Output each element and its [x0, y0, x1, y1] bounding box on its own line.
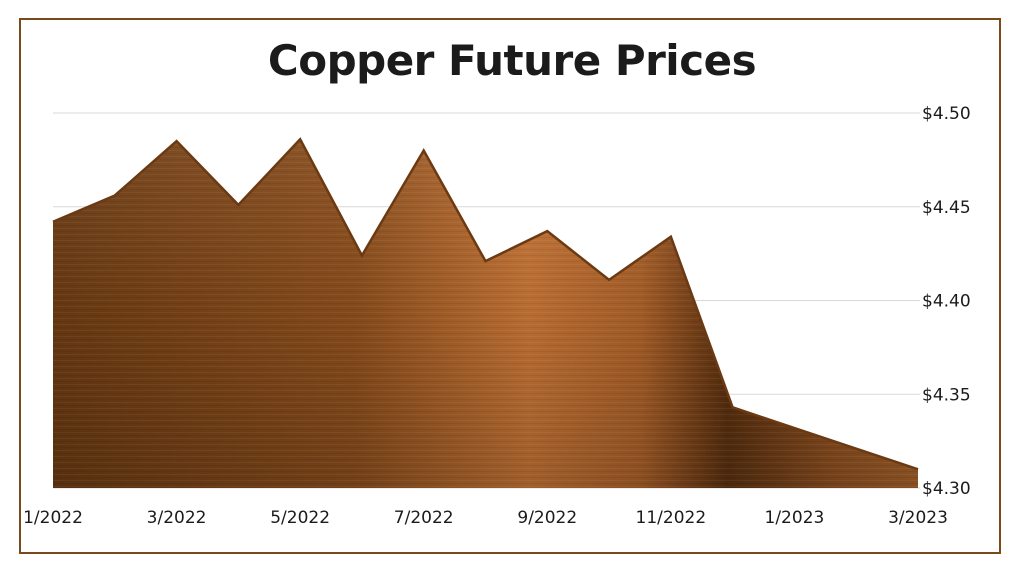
data-point: [915, 466, 921, 472]
y-tick-label: $4.40: [922, 292, 971, 312]
data-point: [359, 253, 365, 259]
data-point: [730, 404, 736, 410]
data-point: [112, 193, 118, 199]
data-point: [297, 136, 303, 142]
y-tick-label: $4.35: [922, 385, 971, 405]
data-point: [235, 202, 241, 208]
data-point: [853, 446, 859, 452]
data-point: [174, 138, 180, 144]
data-point: [421, 148, 427, 154]
x-tick-label: 3/2022: [147, 508, 207, 528]
data-point: [668, 234, 674, 240]
x-tick-label: 1/2022: [23, 508, 83, 528]
x-tick-label: 9/2022: [517, 508, 577, 528]
x-tick-label: 11/2022: [636, 508, 707, 528]
data-point: [50, 219, 56, 225]
data-point: [606, 277, 612, 283]
y-tick-label: $4.30: [922, 479, 971, 499]
y-tick-label: $4.50: [922, 104, 971, 124]
x-tick-label: 7/2022: [394, 508, 454, 528]
chart-title: Copper Future Prices: [267, 36, 757, 85]
data-point: [544, 228, 550, 234]
data-point: [483, 258, 489, 264]
y-tick-label: $4.45: [922, 198, 971, 218]
area-texture: [53, 139, 918, 488]
area-outline: [52, 137, 919, 471]
x-tick-label: 1/2023: [765, 508, 825, 528]
data-point: [791, 425, 797, 431]
x-tick-label: 3/2023: [888, 508, 948, 528]
x-tick-label: 5/2022: [270, 508, 330, 528]
